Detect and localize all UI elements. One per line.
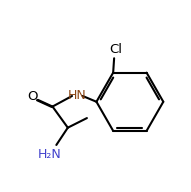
- Text: O: O: [27, 89, 38, 103]
- Text: Cl: Cl: [109, 43, 123, 56]
- Text: HN: HN: [68, 89, 87, 102]
- Text: H₂N: H₂N: [38, 148, 62, 161]
